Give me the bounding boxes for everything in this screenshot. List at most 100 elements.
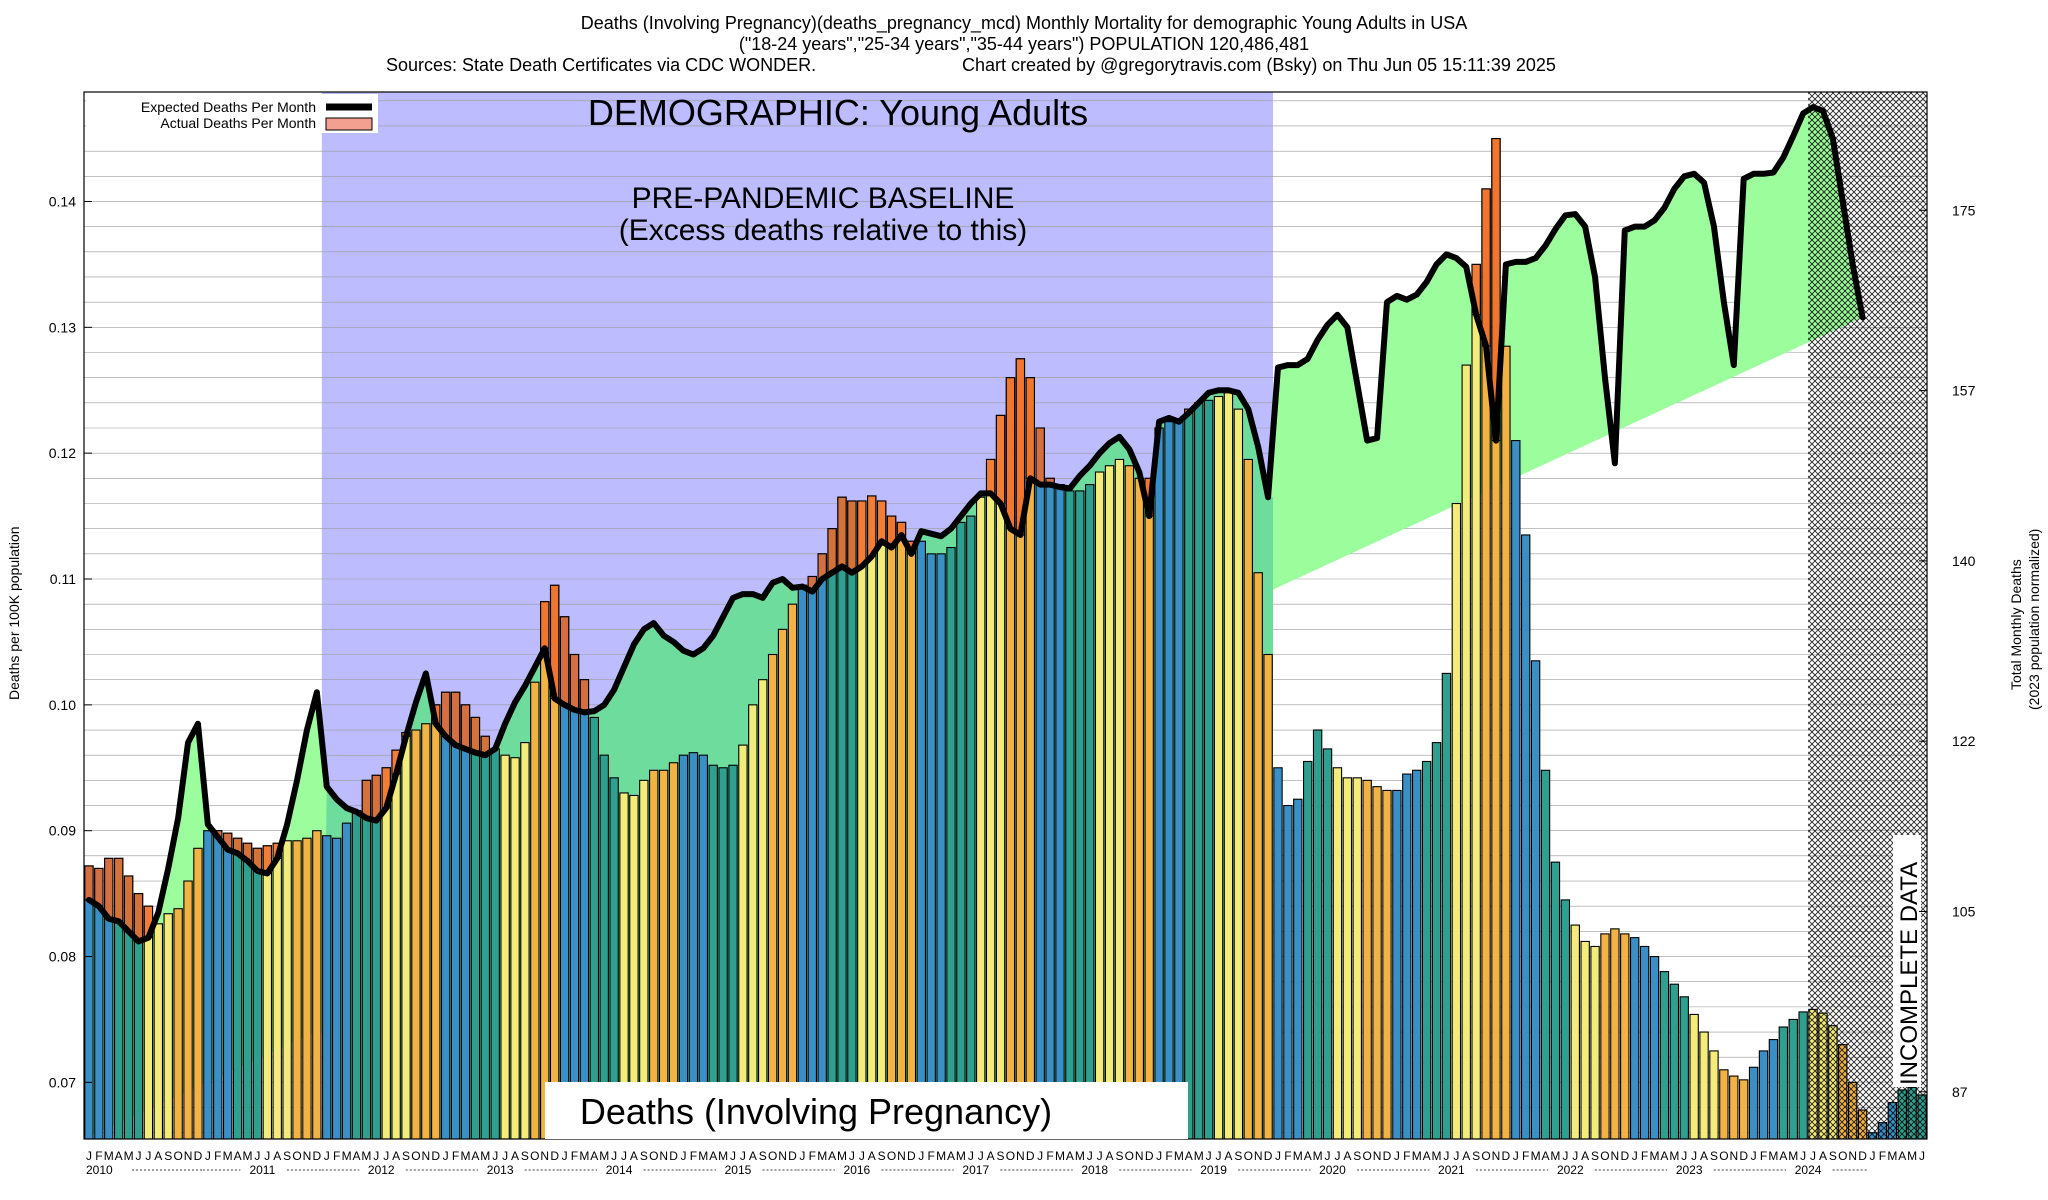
excess-bar	[559, 616, 570, 706]
y-tick-label: 0.12	[49, 445, 76, 461]
actual-bar	[738, 744, 748, 1139]
actual-bar	[658, 769, 669, 1139]
excess-bar	[113, 857, 124, 922]
actual-bar	[1045, 477, 1055, 1139]
baseline-title: PRE-PANDEMIC BASELINE	[632, 182, 1015, 215]
year-label-bg	[1072, 1162, 1119, 1176]
x-month-label: M	[579, 1149, 589, 1163]
legend-actual-swatch	[325, 117, 373, 131]
incomplete-data-label: INCOMPLETE DATA	[1896, 862, 1923, 1085]
actual-bar	[530, 681, 540, 1139]
x-month-label: M	[1788, 1149, 1798, 1163]
actual-bar	[1629, 937, 1640, 1139]
year-label-bg	[1786, 1162, 1833, 1176]
x-month-label: J	[1572, 1149, 1578, 1163]
actual-bar	[421, 723, 431, 1139]
x-month-label: N	[422, 1149, 431, 1163]
x-month-label: N	[778, 1149, 787, 1163]
actual-bar	[609, 777, 619, 1139]
x-month-label: M	[480, 1149, 490, 1163]
right-tick-label: 175	[1952, 202, 1976, 218]
x-month-label: M	[698, 1149, 708, 1163]
excess-bar	[827, 528, 837, 574]
year-label: 2012	[368, 1163, 395, 1177]
actual-bar	[827, 528, 837, 1139]
x-month-label: F	[1284, 1149, 1291, 1163]
actual-bar	[173, 908, 183, 1139]
x-month-label: A	[1542, 1149, 1550, 1163]
x-month-label: A	[352, 1149, 360, 1163]
actual-bar	[807, 575, 817, 1139]
actual-bar	[1590, 945, 1600, 1139]
actual-bar	[1659, 971, 1670, 1139]
x-month-label: J	[1562, 1149, 1568, 1163]
actual-bar	[896, 521, 907, 1139]
legend-expected-label: Expected Deaths Per Month	[141, 99, 316, 115]
actual-bar	[708, 764, 718, 1139]
x-month-label: M	[1768, 1149, 1778, 1163]
x-month-label: S	[878, 1149, 886, 1163]
actual-bar	[520, 742, 530, 1139]
actual-bar	[1253, 572, 1263, 1139]
actual-bar	[1620, 933, 1630, 1139]
actual-bar	[817, 553, 827, 1139]
x-month-label: J	[1513, 1149, 1519, 1163]
actual-bar	[242, 842, 253, 1139]
y-tick-label: 0.11	[50, 571, 76, 587]
x-month-label: O	[173, 1149, 182, 1163]
actual-bar	[450, 691, 461, 1139]
x-month-label: D	[1383, 1149, 1392, 1163]
year-label: 2018	[1081, 1163, 1108, 1177]
legend-actual-label: Actual Deaths Per Month	[160, 115, 316, 131]
x-month-label: M	[1650, 1149, 1660, 1163]
actual-bar	[748, 704, 758, 1139]
baseline-subtitle: (Excess deaths relative to this)	[619, 214, 1028, 247]
actual-bar	[837, 496, 847, 1139]
x-month-label: A	[471, 1149, 479, 1163]
actual-bar	[163, 913, 173, 1139]
actual-bar	[331, 837, 342, 1139]
x-month-label: O	[887, 1149, 896, 1163]
excess-bar	[123, 875, 134, 932]
actual-bar	[1223, 392, 1234, 1139]
excess-bar	[84, 865, 94, 901]
x-month-label: J	[1037, 1149, 1043, 1163]
x-month-label: A	[1581, 1149, 1589, 1163]
actual-bar	[252, 847, 263, 1139]
x-month-label: A	[630, 1149, 638, 1163]
x-month-label: J	[1870, 1149, 1876, 1163]
year-label-bg	[1429, 1162, 1476, 1176]
actual-bar	[1461, 364, 1471, 1139]
actual-bar	[698, 754, 708, 1139]
x-month-label: A	[1898, 1149, 1906, 1163]
x-month-label: M	[1432, 1149, 1442, 1163]
x-month-label: J	[1810, 1149, 1816, 1163]
x-month-label: F	[1879, 1149, 1886, 1163]
x-month-label: D	[313, 1149, 322, 1163]
year-label-bg	[1548, 1162, 1595, 1176]
actual-bar	[758, 679, 768, 1139]
excess-bar	[104, 857, 114, 920]
actual-bar	[84, 865, 94, 1139]
x-month-label: J	[135, 1149, 141, 1163]
actual-bar	[1758, 1050, 1769, 1139]
x-month-label: N	[1373, 1149, 1382, 1163]
excess-bar	[995, 414, 1006, 505]
actual-bar	[411, 729, 421, 1139]
actual-bar	[1530, 660, 1541, 1139]
x-month-label: J	[978, 1149, 984, 1163]
x-month-label: A	[1066, 1149, 1074, 1163]
x-month-label: A	[828, 1149, 836, 1163]
x-month-label: S	[1829, 1149, 1837, 1163]
actual-bar	[1719, 1069, 1729, 1139]
x-month-label: J	[1632, 1149, 1638, 1163]
x-month-label: N	[1016, 1149, 1025, 1163]
x-month-label: S	[1353, 1149, 1361, 1163]
actual-bar	[1332, 767, 1343, 1139]
y-tick-label: 0.08	[49, 949, 76, 965]
x-month-label: J	[621, 1149, 627, 1163]
actual-bar	[213, 830, 223, 1139]
year-label: 2015	[725, 1163, 752, 1177]
x-month-label: J	[562, 1149, 568, 1163]
year-label-bg	[715, 1162, 762, 1176]
